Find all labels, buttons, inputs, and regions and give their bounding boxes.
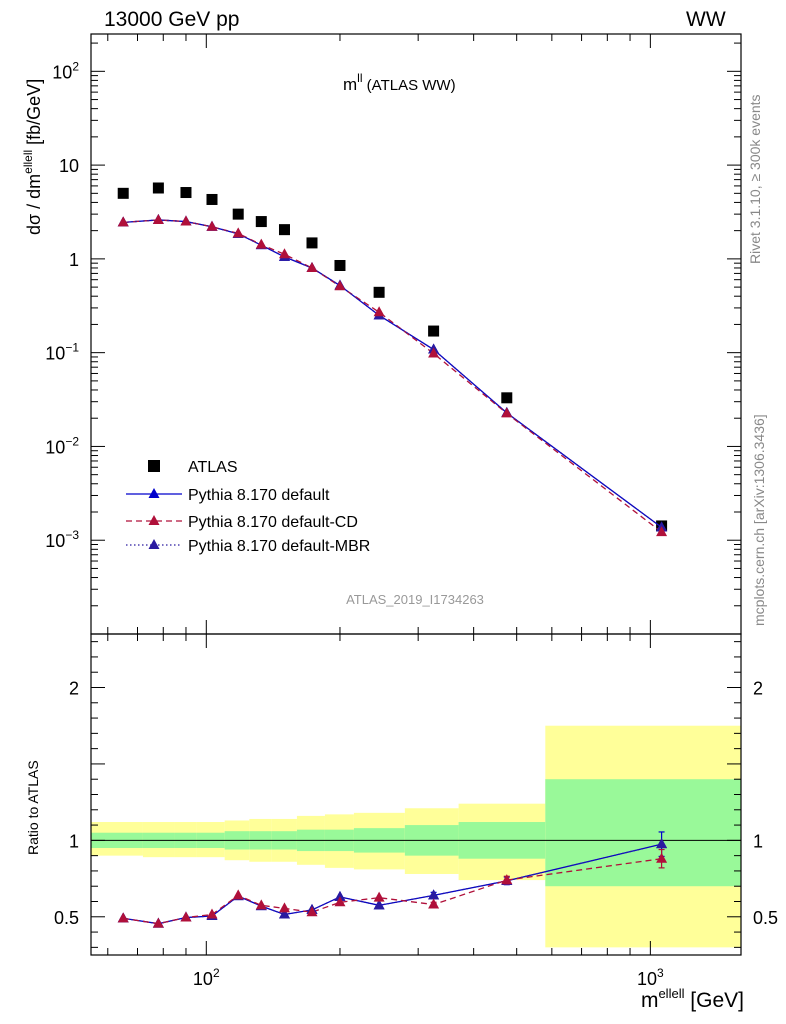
ratio-xlabel-sup: ellell xyxy=(658,986,684,1001)
ratio-marker xyxy=(501,874,513,885)
ratio-y-tick-label: 0.5 xyxy=(54,908,79,928)
main-title-suffix: (ATLAS WW) xyxy=(363,77,456,94)
ratio-marker xyxy=(180,911,192,922)
ratio-ylabel: Ratio to ATLAS xyxy=(25,760,41,855)
main-title-m: m xyxy=(343,75,357,94)
mc-marker xyxy=(306,261,318,272)
mc-marker xyxy=(255,238,267,249)
ratio-xlabel-unit: [GeV] xyxy=(684,989,744,1012)
mc-marker xyxy=(180,215,192,226)
mc-marker xyxy=(501,407,513,418)
atlas-data-point xyxy=(334,259,346,271)
band-green xyxy=(545,779,741,887)
mc-marker xyxy=(428,347,440,358)
ratio-marker xyxy=(334,896,346,907)
ratio-marker xyxy=(232,889,244,900)
ratio-marker xyxy=(656,838,668,849)
legend-marker xyxy=(148,515,160,525)
ratio-marker xyxy=(334,890,346,901)
main-ylabel-unit: [fb/GeV] xyxy=(24,79,44,150)
legend-label: Pythia 8.170 default-MBR xyxy=(188,538,370,555)
legend-label: Pythia 8.170 default xyxy=(188,487,330,504)
ratio-y-tick-label-right: 2 xyxy=(753,679,763,699)
atlas-data-point xyxy=(428,325,440,337)
main-ylabel-text: dσ / dm xyxy=(24,174,44,235)
x-tick-label: 103 xyxy=(637,966,664,989)
x-tick-label: 102 xyxy=(193,966,220,989)
atlas-data-point xyxy=(232,208,244,220)
mc-marker xyxy=(152,213,164,224)
analysis-id: ATLAS_2019_I1734263 xyxy=(346,592,484,607)
main-ylabel: dσ / dmellell [fb/GeV] xyxy=(21,79,44,235)
mc-line xyxy=(123,219,662,533)
ratio-marker xyxy=(117,912,129,923)
y-tick-label: 10−2 xyxy=(45,434,79,457)
legend-marker xyxy=(148,539,160,549)
y-tick-label: 1 xyxy=(69,250,79,270)
ratio-marker xyxy=(255,899,267,910)
legend-marker xyxy=(148,488,160,498)
mc-line xyxy=(123,219,662,528)
ratio-y-tick-label: 2 xyxy=(69,679,79,699)
atlas-data-point xyxy=(501,392,513,404)
atlas-data-point xyxy=(180,187,192,199)
ratio-xlabel: mellell [GeV] xyxy=(641,986,744,1012)
ratio-marker xyxy=(306,906,318,917)
ratio-y-tick-label-right: 1 xyxy=(753,831,763,851)
ratio-marker xyxy=(373,891,385,902)
ratio-marker xyxy=(656,852,668,863)
legend-label: Pythia 8.170 default-CD xyxy=(188,514,358,531)
main-title: mll (ATLAS WW) xyxy=(343,71,456,94)
mc-marker xyxy=(206,220,218,231)
mc-marker xyxy=(334,280,346,291)
mc-marker xyxy=(278,248,290,259)
ratio-marker xyxy=(428,898,440,909)
legend-label: ATLAS xyxy=(188,459,238,476)
ratio-xlabel-m: m xyxy=(641,989,659,1012)
atlas-data-point xyxy=(206,193,218,205)
y-tick-label: 10 xyxy=(59,156,79,176)
atlas-data-point xyxy=(306,237,318,249)
atlas-data-point xyxy=(152,182,164,194)
ratio-marker xyxy=(278,908,290,919)
ratio-marker xyxy=(206,908,218,919)
ratio-marker xyxy=(152,917,164,928)
y-tick-label: 10−3 xyxy=(45,528,79,551)
atlas-data-point xyxy=(117,187,129,199)
mc-marker xyxy=(656,526,668,537)
ratio-y-tick-label-right: 0.5 xyxy=(753,908,778,928)
atlas-data-point xyxy=(373,286,385,298)
mc-marker xyxy=(117,216,129,227)
atlas-data-point xyxy=(255,216,267,228)
main-title-sup: ll xyxy=(357,71,362,85)
ratio-marker xyxy=(278,902,290,913)
ratio-marker xyxy=(428,889,440,900)
mc-line xyxy=(123,219,662,528)
main-ylabel-sup: ellell xyxy=(21,150,35,174)
y-tick-label: 102 xyxy=(52,59,79,82)
mc-marker xyxy=(373,306,385,317)
mc-marker xyxy=(232,227,244,238)
energy-label: 13000 GeV pp xyxy=(104,8,240,31)
ratio-marker xyxy=(373,899,385,910)
legend-marker-atlas xyxy=(148,460,160,472)
process-label: WW xyxy=(686,8,726,31)
ratio-y-tick-label: 1 xyxy=(69,831,79,851)
atlas-data-point xyxy=(278,224,290,236)
y-tick-label: 10−1 xyxy=(45,341,79,364)
